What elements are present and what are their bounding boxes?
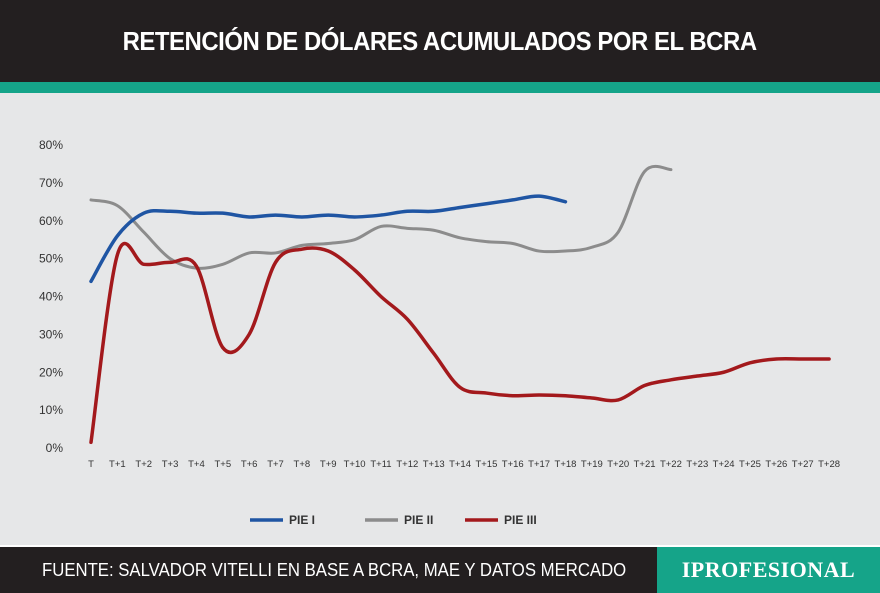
x-tick-label: T+20: [607, 459, 629, 470]
y-tick-label: 0%: [46, 441, 64, 455]
x-tick-label: T+25: [739, 459, 761, 470]
x-axis: T T+1 T+2 T+3 T+4 T+5 T+6 T+7 T+8 T+9 T+10 T+11 T+12…: [88, 459, 840, 470]
x-tick-label: T+18: [555, 459, 577, 470]
series-lines: [89, 164, 831, 445]
x-tick-label: T+13: [423, 459, 445, 470]
x-tick-label: T+22: [660, 459, 682, 470]
y-tick-label: 40%: [39, 290, 63, 304]
x-tick-label: T+1: [109, 459, 126, 470]
chart-title: RETENCIÓN DE DÓLARES ACUMULADOS POR EL B…: [122, 25, 758, 56]
y-tick-label: 20%: [39, 365, 63, 379]
x-tick-label: T+24: [713, 459, 735, 470]
series-line-pie-ii: [89, 164, 673, 270]
x-tick-label: T+3: [162, 459, 179, 470]
legend-label: PIE III: [504, 513, 537, 527]
x-tick-label: T+19: [581, 459, 603, 470]
y-tick-label: 50%: [39, 252, 63, 266]
brand-name: IPROFESIONAL: [681, 557, 856, 582]
brand-logo: IPROFESIONAL: [657, 547, 880, 593]
x-tick-label: T+16: [502, 459, 524, 470]
x-tick-label: T+10: [344, 459, 366, 470]
x-tick-label: T+11: [370, 459, 391, 470]
x-tick-label: T+9: [320, 459, 337, 470]
x-tick-label: T+5: [214, 459, 231, 470]
x-tick-label: T+2: [135, 459, 152, 470]
legend: PIE I PIE II PIE III: [250, 513, 537, 527]
legend-label: PIE II: [404, 513, 433, 527]
x-tick-label: T+26: [765, 459, 787, 470]
x-tick-label: T: [88, 459, 94, 470]
x-tick-label: T+8: [294, 459, 311, 470]
y-tick-label: 30%: [39, 327, 63, 341]
x-tick-label: T+27: [792, 459, 814, 470]
legend-label: PIE I: [289, 513, 315, 527]
y-tick-label: 70%: [39, 176, 63, 190]
x-tick-label: T+14: [449, 459, 471, 470]
x-tick-label: T+17: [528, 459, 550, 470]
y-tick-label: 80%: [39, 138, 63, 152]
x-tick-label: T+4: [188, 459, 205, 470]
x-tick-label: T+28: [818, 459, 840, 470]
x-tick-label: T+6: [241, 459, 258, 470]
header-bar: RETENCIÓN DE DÓLARES ACUMULADOS POR EL B…: [0, 0, 880, 82]
x-tick-label: T+21: [634, 459, 656, 470]
line-chart: 0% 10% 20% 30% 40% 50% 60% 70% 80% T T+1 T+2 T+3 T+4…: [39, 138, 840, 527]
y-tick-label: 60%: [39, 214, 63, 228]
source-note: FUENTE: SALVADOR VITELLI EN BASE A BCRA,…: [42, 560, 627, 580]
footer-bar: FUENTE: SALVADOR VITELLI EN BASE A BCRA,…: [0, 545, 880, 593]
x-tick-label: T+12: [396, 459, 418, 470]
y-tick-label: 10%: [39, 403, 63, 417]
series-line-pie-i: [89, 194, 568, 284]
y-axis: 0% 10% 20% 30% 40% 50% 60% 70% 80%: [39, 138, 63, 455]
x-tick-label: T+7: [267, 459, 284, 470]
x-tick-label: T+15: [475, 459, 497, 470]
x-tick-label: T+23: [686, 459, 708, 470]
accent-stripe: [0, 82, 880, 93]
series-line-pie-iii: [89, 242, 831, 445]
